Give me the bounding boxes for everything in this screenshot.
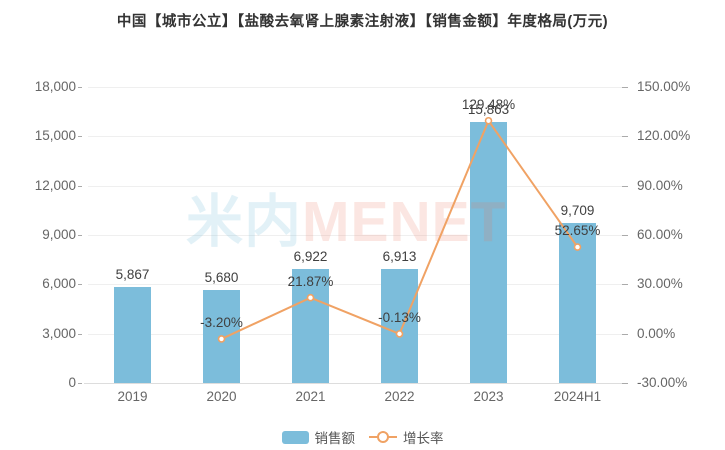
line-marker-icon	[369, 430, 397, 444]
left-axis-tick	[78, 185, 82, 187]
gridline	[88, 87, 622, 88]
right-axis-tick	[622, 235, 628, 236]
growth-value-label: 21.87%	[287, 273, 334, 289]
gridline	[88, 284, 622, 286]
left-axis-tick	[78, 87, 82, 88]
gridline	[88, 235, 622, 236]
left-axis-tick	[78, 235, 82, 236]
bar-value-label: 5,680	[204, 269, 239, 285]
gridline	[88, 333, 622, 335]
y-axis-label-right: 90.00%	[637, 177, 683, 193]
x-axis-line	[84, 383, 622, 384]
growth-value-label: -0.13%	[378, 309, 421, 325]
legend-item-growth[interactable]: 增长率	[369, 427, 444, 447]
y-axis-label-left: 12,000	[34, 177, 76, 193]
growth-value-label: 52.65%	[554, 223, 601, 239]
sales-bar	[292, 269, 329, 383]
bar-value-label: 6,913	[382, 249, 417, 265]
circle-marker-swatch	[377, 431, 389, 443]
right-axis-tick	[622, 284, 628, 286]
growth-point-marker	[573, 243, 582, 251]
x-axis-label: 2019	[117, 389, 148, 404]
x-axis-label: 2020	[206, 389, 237, 404]
right-axis-tick	[622, 333, 628, 335]
y-axis-label-right: 30.00%	[637, 276, 683, 292]
y-axis-label-left: 9,000	[42, 227, 76, 242]
growth-value-label: -3.20%	[200, 314, 243, 330]
chart-title: 中国【城市公立】【盐酸去氧肾上腺素注射液】【销售金额】年度格局(万元)	[116, 14, 609, 30]
left-axis-tick	[78, 333, 82, 335]
gridline	[88, 185, 622, 187]
x-axis-label: 2022	[384, 389, 415, 404]
growth-point-marker	[484, 116, 493, 125]
bar-swatch-icon	[281, 430, 309, 444]
legend: 销售额 增长率	[0, 427, 725, 447]
right-axis-tick	[622, 87, 628, 88]
gridline	[88, 136, 622, 138]
y-axis-label-right: 120.00%	[637, 128, 691, 144]
y-axis-label-right: 150.00%	[637, 79, 691, 94]
growth-point-marker	[395, 330, 404, 338]
y-axis-label-left: 15,000	[34, 128, 76, 144]
x-axis-label: 2021	[295, 389, 326, 404]
y-axis-label-left: 3,000	[42, 325, 76, 341]
bar-value-label: 6,922	[293, 249, 328, 265]
sales-bar	[470, 122, 507, 383]
growth-value-label: 129.48%	[461, 96, 516, 112]
y-axis-label-left: 6,000	[42, 276, 76, 292]
growth-point-marker	[217, 335, 226, 343]
bar-value-label: 5,867	[115, 266, 150, 282]
legend-label-growth: 增长率	[403, 431, 444, 446]
sales-bar	[381, 269, 418, 383]
right-axis-tick	[622, 136, 628, 138]
left-axis-tick	[78, 383, 82, 384]
y-axis-label-left: 0	[68, 375, 76, 390]
legend-item-sales[interactable]: 销售额	[281, 427, 356, 447]
growth-line	[221, 118, 579, 340]
growth-point-marker	[306, 293, 315, 302]
y-axis-label-right: -30.00%	[637, 375, 688, 390]
left-axis-tick	[78, 284, 82, 286]
bar-value-label: 9,709	[560, 203, 595, 219]
legend-label-sales: 销售额	[314, 431, 356, 446]
bar-value-label: 15,863	[467, 102, 510, 118]
x-axis-label: 2023	[473, 389, 504, 404]
y-axis-label-right: 60.00%	[637, 227, 683, 242]
y-axis-label-left: 18,000	[34, 79, 76, 94]
x-axis-label: 2024H1	[553, 389, 602, 404]
sales-bar	[114, 286, 151, 383]
left-axis-tick	[78, 136, 82, 138]
right-axis-tick	[622, 185, 628, 187]
right-axis-tick	[622, 383, 628, 384]
y-axis-label-right: 0.00%	[637, 325, 676, 341]
